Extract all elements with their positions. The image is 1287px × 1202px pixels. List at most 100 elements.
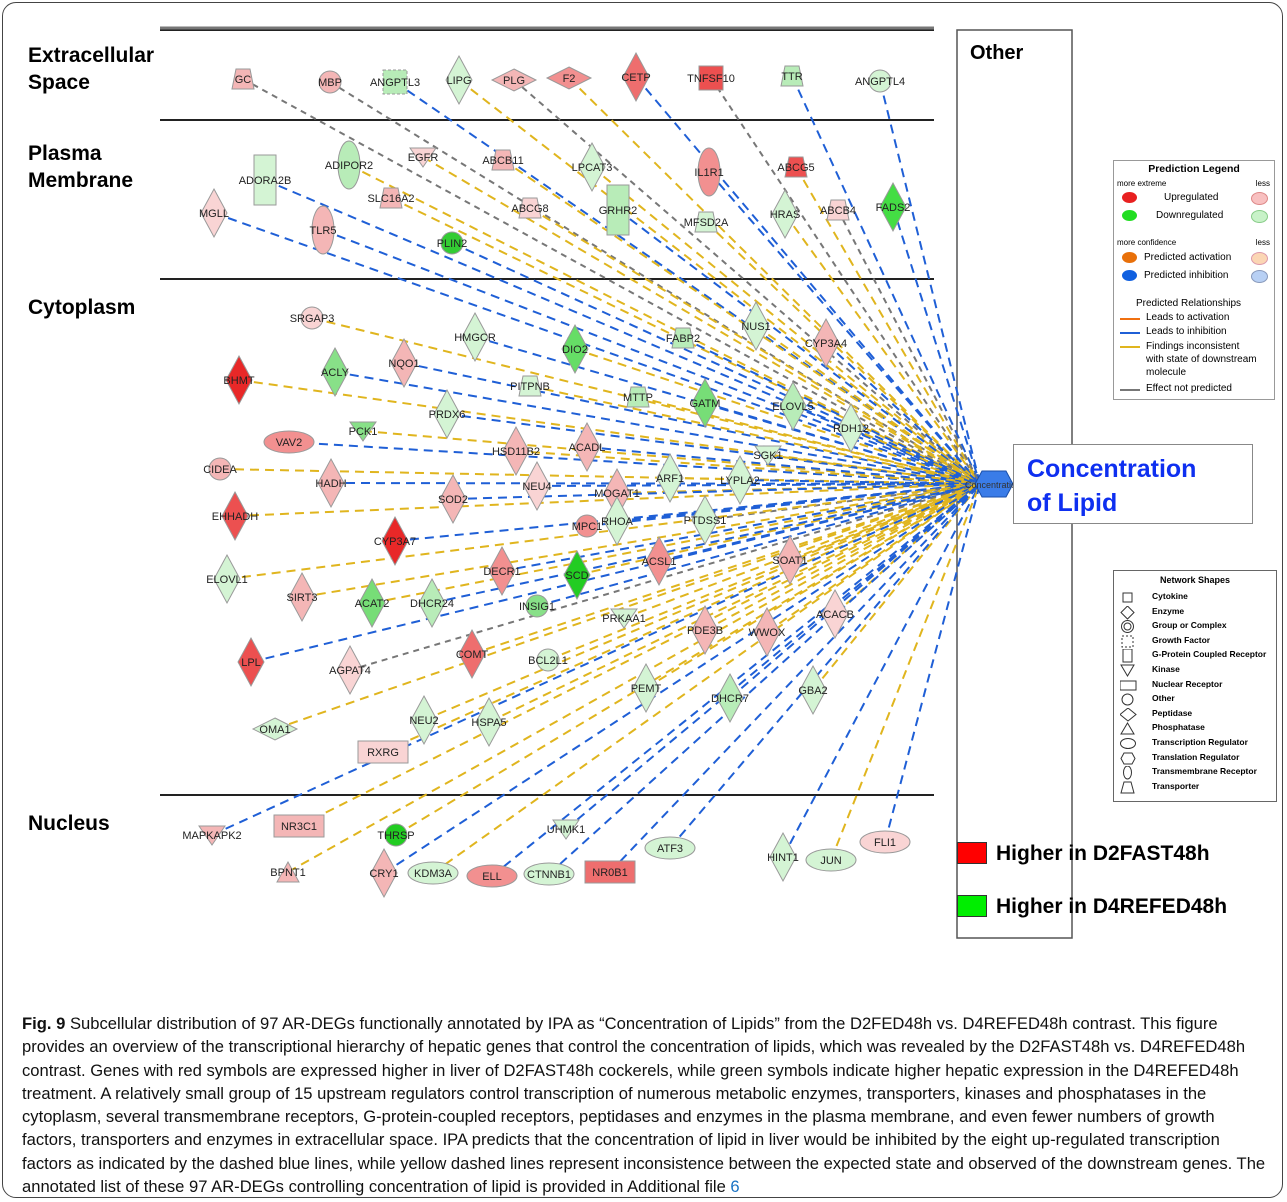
gene-node-gba2[interactable]: GBA2 bbox=[798, 664, 828, 716]
gene-node-ell[interactable]: ELL bbox=[466, 864, 518, 888]
gene-node-neu4[interactable]: NEU4 bbox=[522, 460, 552, 512]
gene-node-hsd11b2[interactable]: HSD11B2 bbox=[492, 425, 540, 477]
gene-node-abcb4[interactable]: ABCB4 bbox=[820, 199, 856, 221]
gene-node-dio2[interactable]: DIO2 bbox=[561, 323, 589, 375]
gene-node-ehhadh[interactable]: EHHADH bbox=[212, 490, 259, 542]
gene-node-nqo1[interactable]: NQO1 bbox=[388, 337, 420, 389]
gene-node-nr0b1[interactable]: NR0B1 bbox=[584, 860, 636, 884]
gene-node-arf1[interactable]: ARF1 bbox=[656, 452, 684, 504]
gene-node-grhr2[interactable]: GRHR2 bbox=[599, 184, 638, 236]
gene-label-mfsd2a: MFSD2A bbox=[684, 217, 729, 229]
gene-node-sgk1[interactable]: SGK1 bbox=[753, 445, 783, 466]
gene-node-ttr[interactable]: TTR bbox=[780, 65, 804, 87]
gene-node-rhoa[interactable]: RHOA bbox=[601, 495, 634, 547]
gene-node-plin2[interactable]: PLIN2 bbox=[437, 231, 468, 255]
gene-node-comt[interactable]: COMT bbox=[456, 628, 489, 680]
gene-node-angptl4[interactable]: ANGPTL4 bbox=[855, 69, 905, 93]
gene-node-mgll[interactable]: MGLL bbox=[199, 187, 229, 239]
additional-file-link[interactable]: 6 bbox=[730, 1177, 740, 1197]
gene-node-agpat4[interactable]: AGPAT4 bbox=[329, 644, 371, 696]
gene-node-dhcr24[interactable]: DHCR24 bbox=[410, 577, 454, 629]
gene-node-abcg5[interactable]: ABCG5 bbox=[777, 156, 815, 178]
gene-node-adora2b[interactable]: ADORA2B bbox=[239, 154, 292, 206]
gene-node-egfr[interactable]: EGFR bbox=[408, 147, 439, 168]
gene-node-jun[interactable]: JUN bbox=[805, 848, 857, 872]
gene-node-cidea[interactable]: CIDEA bbox=[203, 457, 237, 481]
gene-node-lypla2[interactable]: LYPLA2 bbox=[720, 454, 760, 506]
gene-node-mttp[interactable]: MTTP bbox=[623, 386, 653, 408]
gene-node-bcl2l1[interactable]: BCL2L1 bbox=[528, 648, 568, 672]
gene-node-vav2[interactable]: VAV2 bbox=[263, 430, 315, 454]
gene-node-rxrg[interactable]: RXRG bbox=[357, 740, 409, 764]
gene-node-ptdss1[interactable]: PTDSS1 bbox=[684, 494, 727, 546]
gene-node-mfsd2a[interactable]: MFSD2A bbox=[684, 211, 729, 233]
gene-node-mpc1[interactable]: MPC1 bbox=[572, 514, 603, 538]
gene-node-fabp2[interactable]: FABP2 bbox=[666, 327, 700, 349]
gene-node-thrsp[interactable]: THRSP bbox=[377, 823, 415, 847]
gene-node-oma1[interactable]: OMA1 bbox=[251, 717, 299, 741]
gene-node-hras[interactable]: HRAS bbox=[770, 188, 801, 240]
gene-node-acly[interactable]: ACLY bbox=[321, 346, 350, 398]
gene-node-hint1[interactable]: HINT1 bbox=[767, 831, 799, 883]
gene-node-srgap3[interactable]: SRGAP3 bbox=[290, 306, 335, 330]
gene-node-tlr5[interactable]: TLR5 bbox=[310, 205, 337, 255]
gene-node-pemt[interactable]: PEMT bbox=[631, 662, 662, 714]
gene-node-adipor2[interactable]: ADIPOR2 bbox=[325, 140, 373, 190]
gene-node-cry1[interactable]: CRY1 bbox=[369, 847, 399, 899]
gene-node-prdx6[interactable]: PRDX6 bbox=[429, 388, 466, 440]
gene-node-scd[interactable]: SCD bbox=[563, 549, 591, 601]
gene-node-sod2[interactable]: SOD2 bbox=[438, 473, 468, 525]
gene-node-dhcr7[interactable]: DHCR7 bbox=[711, 672, 749, 724]
gene-node-pde3b[interactable]: PDE3B bbox=[687, 604, 723, 656]
gene-node-mbp[interactable]: MBP bbox=[318, 70, 342, 94]
gene-node-rdh12[interactable]: RDH12 bbox=[833, 402, 869, 454]
gene-node-bpnt1[interactable]: BPNT1 bbox=[270, 860, 306, 883]
gene-node-lpl[interactable]: LPL bbox=[237, 636, 265, 688]
gene-node-abcg8[interactable]: ABCG8 bbox=[511, 197, 549, 219]
gene-node-fli1[interactable]: FLI1 bbox=[859, 830, 911, 854]
gene-node-pck1[interactable]: PCK1 bbox=[349, 421, 378, 442]
gene-node-il1r1[interactable]: IL1R1 bbox=[694, 147, 724, 197]
gene-node-ctnnb1[interactable]: CTNNB1 bbox=[523, 862, 575, 886]
gene-node-kdm3a[interactable]: KDM3A bbox=[407, 861, 459, 885]
gene-node-lipg[interactable]: LIPG bbox=[445, 54, 473, 106]
gene-node-cyp3a4[interactable]: CYP3A4 bbox=[805, 317, 847, 369]
gene-node-hadh[interactable]: HADH bbox=[315, 457, 347, 509]
gene-node-acacb[interactable]: ACACB bbox=[816, 588, 854, 640]
gene-node-neu2[interactable]: NEU2 bbox=[409, 694, 439, 746]
gene-node-f2[interactable]: F2 bbox=[545, 66, 593, 90]
gene-node-elovl5[interactable]: ELOVL5 bbox=[772, 380, 814, 432]
gene-node-nus1[interactable]: NUS1 bbox=[741, 300, 771, 352]
target-node-concentration[interactable]: Concentration bbox=[965, 470, 1021, 498]
gene-node-decr1[interactable]: DECR1 bbox=[483, 545, 521, 597]
gene-node-plg[interactable]: PLG bbox=[490, 68, 538, 92]
gene-node-elovl1[interactable]: ELOVL1 bbox=[206, 553, 248, 605]
gene-node-prkaa1[interactable]: PRKAA1 bbox=[602, 608, 646, 629]
gene-node-nr3c1[interactable]: NR3C1 bbox=[273, 814, 325, 838]
gene-node-pitpnb[interactable]: PITPNB bbox=[510, 375, 550, 397]
gene-node-acsl1[interactable]: ACSL1 bbox=[642, 535, 677, 587]
gene-node-acat2[interactable]: ACAT2 bbox=[355, 577, 390, 629]
gene-node-hmgcr[interactable]: HMGCR bbox=[454, 311, 496, 363]
gene-node-sirt3[interactable]: SIRT3 bbox=[287, 571, 318, 623]
gene-node-bhmt[interactable]: BHMT bbox=[223, 354, 255, 406]
gene-node-uhmk1[interactable]: UHMK1 bbox=[547, 819, 586, 840]
gene-node-angptl3[interactable]: ANGPTL3 bbox=[370, 69, 420, 95]
gene-node-cyp3a7[interactable]: CYP3A7 bbox=[374, 515, 416, 567]
gene-node-mapkapk2[interactable]: MAPKAPK2 bbox=[182, 825, 242, 846]
gene-node-acadl[interactable]: ACADL bbox=[569, 421, 606, 473]
gene-node-lpcat3[interactable]: LPCAT3 bbox=[572, 141, 613, 193]
gene-node-gc[interactable]: GC bbox=[231, 68, 255, 90]
gene-node-slc16a2[interactable]: SLC16A2 bbox=[367, 187, 415, 209]
gene-node-gatm[interactable]: GATM bbox=[690, 377, 721, 429]
gene-node-atf3[interactable]: ATF3 bbox=[644, 836, 696, 860]
gene-node-fads2[interactable]: FADS2 bbox=[876, 181, 911, 233]
gene-node-tnfsf10[interactable]: TNFSF10 bbox=[687, 65, 735, 91]
gene-node-insig1[interactable]: INSIG1 bbox=[519, 594, 555, 618]
gene-node-soat1[interactable]: SOAT1 bbox=[772, 534, 808, 586]
gene-node-wwox[interactable]: WWOX bbox=[749, 606, 786, 658]
gene-node-hspa5[interactable]: HSPA5 bbox=[471, 696, 507, 748]
gene-node-cetp[interactable]: CETP bbox=[621, 51, 651, 103]
gene-node-abcb11[interactable]: ABCB11 bbox=[482, 149, 524, 171]
gene-node-mogat1[interactable]: MOGAT1 bbox=[594, 467, 640, 519]
